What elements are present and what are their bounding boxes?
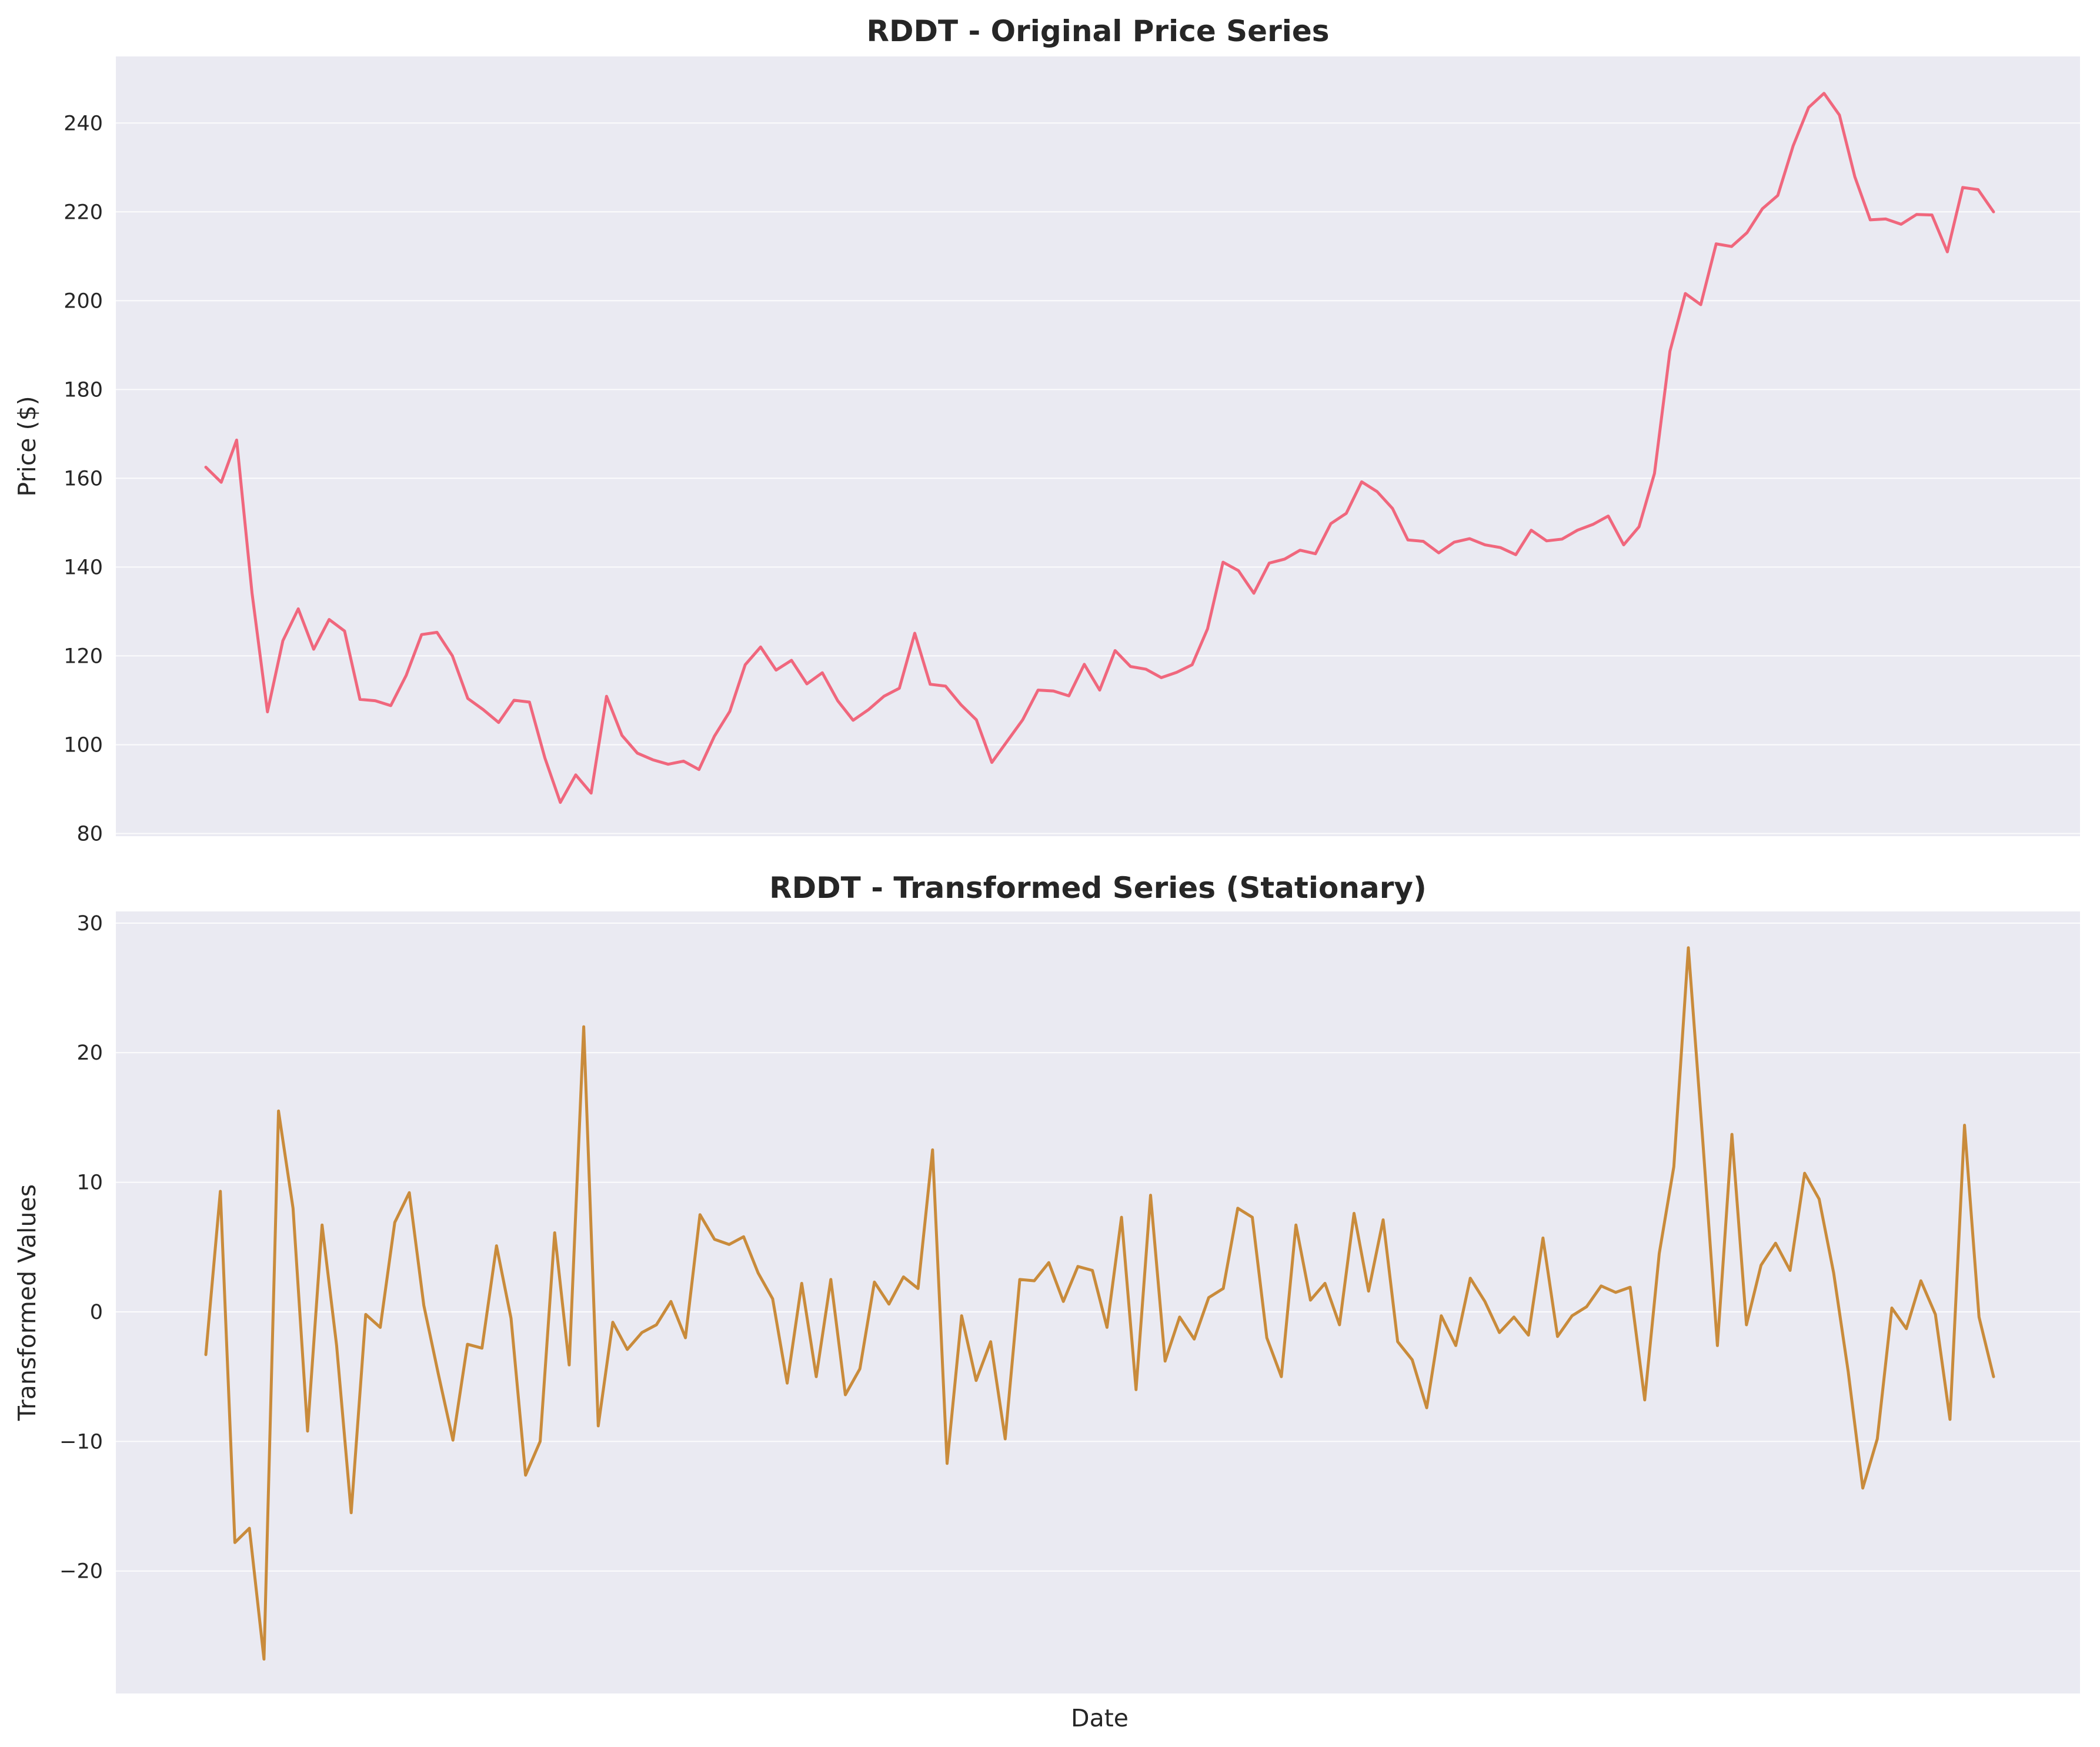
- price-y-axis-label: Price ($): [13, 396, 41, 496]
- transformed-chart-title: RDDT - Transformed Series (Stationary): [769, 871, 1427, 905]
- y-tick-label: 20: [76, 1041, 103, 1065]
- transformed-chart: −20 −10 0 10 20 30 RDDT - Transformed Series …: [13, 871, 2080, 1732]
- y-tick-label: 0: [90, 1301, 103, 1324]
- y-tick-label: 30: [76, 912, 103, 936]
- transformed-y-axis-label: Transformed Values: [13, 1184, 41, 1421]
- price-y-tick-labels: 80 100 120 140 160 180 200 220 240: [64, 112, 103, 846]
- y-tick-label: 140: [64, 556, 103, 579]
- price-plot-area: [116, 56, 2080, 836]
- y-tick-label: 200: [64, 289, 103, 313]
- price-series-line: [204, 92, 1995, 804]
- y-tick-label: 160: [64, 467, 103, 490]
- y-tick-label: 120: [64, 644, 103, 668]
- y-tick-label: 180: [64, 378, 103, 402]
- y-tick-label: 10: [76, 1171, 103, 1195]
- price-chart: 80 100 120 140 160 180 200 220 240 RDDT - Origin…: [13, 14, 2080, 846]
- y-tick-label: 240: [64, 112, 103, 135]
- y-tick-label: −20: [59, 1560, 103, 1584]
- y-tick-label: 220: [64, 201, 103, 224]
- transformed-gridlines: [116, 922, 2080, 1572]
- y-tick-label: 100: [64, 733, 103, 757]
- y-tick-label: −10: [59, 1430, 103, 1454]
- price-gridlines: [116, 122, 2080, 834]
- transformed-series-line: [204, 946, 1995, 1661]
- transformed-y-tick-labels: −20 −10 0 10 20 30: [59, 912, 103, 1584]
- transformed-plot-area: [116, 911, 2080, 1693]
- y-tick-label: 80: [76, 822, 103, 846]
- price-chart-title: RDDT - Original Price Series: [866, 14, 1329, 48]
- transformed-x-axis-label: Date: [1071, 1704, 1129, 1732]
